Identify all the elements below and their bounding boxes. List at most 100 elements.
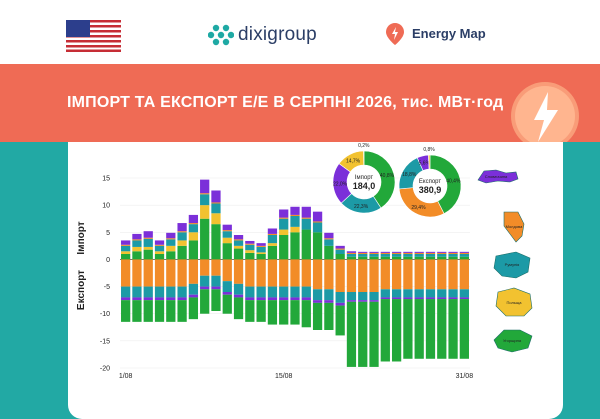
bar-export-segment <box>200 289 210 314</box>
bar-import-segment <box>279 218 289 230</box>
bar-import-segment <box>425 251 436 253</box>
y-axis-label-export: Експорт <box>76 270 87 310</box>
bar-export-segment <box>233 294 244 298</box>
bar-import-segment <box>267 243 278 246</box>
bar-export-segment <box>222 294 232 314</box>
bar-import-segment <box>177 240 187 246</box>
bar-import-segment <box>132 246 142 252</box>
bar-export-segment <box>358 259 368 292</box>
bar-import-segment <box>188 232 199 241</box>
bar-export-segment <box>256 259 266 287</box>
bar-export-segment <box>290 286 300 298</box>
bar-import-segment <box>166 232 176 239</box>
y-tick-label: 0 <box>106 257 110 264</box>
bar-import-segment <box>211 213 221 225</box>
bar-import-segment <box>188 224 199 233</box>
bar-import-segment <box>121 251 131 254</box>
bar-import-segment <box>177 232 187 241</box>
bar-export-segment <box>346 259 357 292</box>
bar-import-segment <box>166 245 176 252</box>
bar-import-segment <box>154 244 165 246</box>
bar-import-segment <box>188 214 199 224</box>
bar-import-segment <box>200 205 210 219</box>
bar-export-segment <box>143 297 153 301</box>
bar-export-segment <box>233 283 244 295</box>
bar-import-segment <box>121 254 131 260</box>
bar-import-segment <box>391 256 402 260</box>
bar-import-segment <box>233 235 244 240</box>
pie-slice-label: 18,8% <box>402 172 417 178</box>
pie-slice-label: 22,0% <box>333 181 348 187</box>
bar-export-segment <box>222 292 232 295</box>
bar-export-segment <box>301 286 311 298</box>
bar-export-segment <box>121 300 131 322</box>
bar-import-segment <box>121 244 131 246</box>
bar-import-segment <box>188 240 199 260</box>
bar-import-segment <box>437 251 447 253</box>
bar-export-segment <box>222 259 232 282</box>
us-flag-icon[interactable] <box>66 20 121 52</box>
bar-export-segment <box>346 300 357 302</box>
pie-slice <box>428 154 431 170</box>
bar-export-segment <box>132 300 142 322</box>
bar-import-segment <box>380 254 390 257</box>
y-tick-label: -5 <box>104 284 110 291</box>
bar-import-segment <box>369 254 379 257</box>
pie-slice-label: 40,8% <box>380 173 395 179</box>
bar-export-segment <box>403 259 413 290</box>
bar-import-segment <box>324 238 334 240</box>
bar-export-segment <box>335 302 345 306</box>
bar-import-segment <box>346 254 357 257</box>
bar-export-segment <box>211 289 221 311</box>
bar-export-segment <box>448 259 458 290</box>
bar-import-segment <box>380 252 390 254</box>
bar-import-segment <box>132 239 142 241</box>
dixigroup-logo: dixigroup <box>208 22 328 48</box>
bar-export-segment <box>369 292 379 301</box>
bar-import-segment <box>290 216 300 227</box>
bar-export-segment <box>391 297 402 300</box>
bar-export-segment <box>380 259 390 290</box>
bar-import-segment <box>143 237 153 239</box>
bar-import-segment <box>200 193 210 195</box>
country-shape: Польща <box>495 287 533 317</box>
bar-export-segment <box>380 297 390 300</box>
bar-import-segment <box>403 252 413 254</box>
bar-import-segment <box>290 206 300 215</box>
bar-import-segment <box>437 254 447 257</box>
bar-import-segment <box>245 240 255 244</box>
bar-import-segment <box>267 235 278 244</box>
bar-export-segment <box>290 259 300 287</box>
page-title: ІМПОРТ ТА ЕКСПОРТ Е/Е В СЕРПНІ 2026, тис… <box>67 94 504 111</box>
bar-export-segment <box>346 292 357 301</box>
pie-total-value: 380,9 <box>419 185 442 195</box>
bar-export-segment <box>437 289 447 298</box>
bar-import-segment <box>211 202 221 204</box>
bar-export-segment <box>256 300 266 322</box>
pie-center <box>413 169 447 203</box>
bar-import-segment <box>222 230 232 232</box>
bar-import-segment <box>414 254 424 257</box>
bar-export-segment <box>132 259 142 287</box>
country-fill <box>503 211 525 243</box>
bar-export-segment <box>290 297 300 301</box>
bar-import-segment <box>459 252 469 254</box>
bar-import-segment <box>312 222 323 233</box>
bar-export-segment <box>166 286 176 298</box>
bar-export-segment <box>200 259 210 276</box>
title-banner: ІМПОРТ ТА ЕКСПОРТ Е/Е В СЕРПНІ 2026, тис… <box>0 64 600 170</box>
bar-export-segment <box>324 300 334 303</box>
bar-import-segment <box>200 194 210 206</box>
bar-import-segment <box>143 238 153 247</box>
bar-export-segment <box>380 289 390 298</box>
bar-import-segment <box>267 233 278 235</box>
bar-import-segment <box>425 252 436 254</box>
bar-import-segment <box>414 252 424 254</box>
y-tick-label: 10 <box>102 203 110 210</box>
bar-export-segment <box>459 289 469 298</box>
bar-import-segment <box>312 232 323 260</box>
bar-export-segment <box>200 275 210 287</box>
bar-export-segment <box>335 259 345 292</box>
bar-export-segment <box>121 259 131 287</box>
